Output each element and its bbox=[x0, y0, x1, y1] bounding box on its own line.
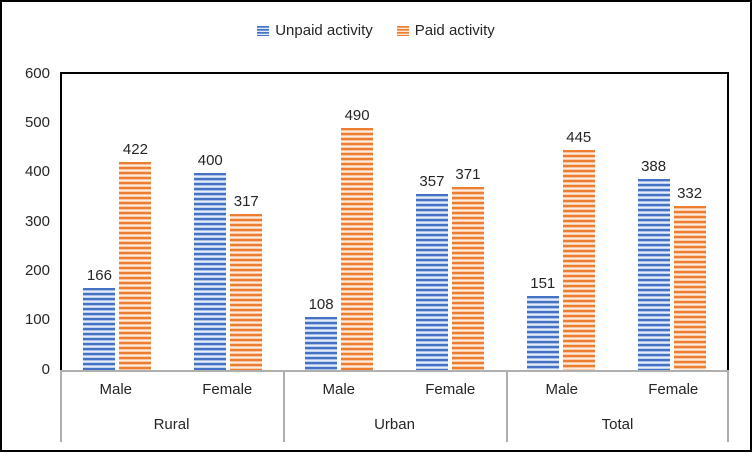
category-axis-table: Male Female Male Female Male Female Rural Urba… bbox=[60, 370, 729, 442]
plot-area: 166 422 400 317 108 490 357 371 151 445 388 332 bbox=[60, 72, 729, 370]
category-label-1: Female bbox=[202, 381, 253, 398]
y-axis-labels: 0 100 200 300 400 500 600 bbox=[2, 2, 50, 450]
y-tick-label-400: 400 bbox=[24, 163, 50, 181]
bar-unpaid-activity-urban-female bbox=[415, 193, 448, 370]
data-label-paid-activity-total-female: 332 bbox=[677, 185, 703, 203]
legend-label-unpaid: Unpaid activity bbox=[275, 22, 373, 39]
group-label-urban: Urban bbox=[374, 416, 415, 433]
bar-unpaid-activity-urban-male bbox=[305, 316, 338, 370]
data-label-paid-activity-rural-male: 422 bbox=[122, 140, 148, 158]
bar-paid-activity-total-female bbox=[673, 206, 706, 370]
data-label-unpaid-activity-total-male: 151 bbox=[530, 274, 556, 292]
category-label-0: Male bbox=[99, 381, 132, 398]
legend-item-paid-activity: Paid activity bbox=[396, 22, 495, 40]
group-label-rural: Rural bbox=[153, 416, 190, 433]
category-label-3: Female bbox=[425, 381, 476, 398]
legend-label-paid: Paid activity bbox=[414, 22, 495, 39]
y-tick-label-300: 300 bbox=[24, 212, 50, 230]
bar-paid-activity-total-male bbox=[562, 150, 595, 370]
data-label-unpaid-activity-rural-male: 166 bbox=[86, 267, 112, 285]
y-tick-label-100: 100 bbox=[24, 311, 50, 329]
category-table-separator-3 bbox=[727, 372, 729, 442]
bar-unpaid-activity-total-male bbox=[526, 295, 559, 370]
bar-paid-activity-urban-female bbox=[451, 186, 484, 370]
data-label-unpaid-activity-rural-female: 400 bbox=[197, 151, 223, 169]
category-table-separator-0 bbox=[60, 372, 62, 442]
legend-swatch-paid-icon bbox=[396, 26, 409, 36]
data-label-unpaid-activity-urban-female: 357 bbox=[419, 172, 445, 190]
data-label-paid-activity-total-male: 445 bbox=[566, 129, 592, 147]
bar-unpaid-activity-total-female bbox=[637, 178, 670, 370]
group-row: Rural Urban Total bbox=[60, 407, 729, 442]
y-tick-label-500: 500 bbox=[24, 113, 50, 131]
data-label-unpaid-activity-total-female: 388 bbox=[641, 157, 667, 175]
data-label-unpaid-activity-urban-male: 108 bbox=[308, 295, 334, 313]
y-tick-label-600: 600 bbox=[24, 64, 50, 82]
group-label-total: Total bbox=[601, 416, 634, 433]
category-table-separator-2 bbox=[506, 372, 508, 442]
category-label-2: Male bbox=[322, 381, 355, 398]
data-label-paid-activity-urban-male: 490 bbox=[344, 107, 370, 125]
category-row: Male Female Male Female Male Female bbox=[60, 372, 729, 407]
category-label-5: Female bbox=[648, 381, 699, 398]
legend-swatch-unpaid-icon bbox=[257, 26, 270, 36]
data-label-paid-activity-urban-female: 371 bbox=[455, 165, 481, 183]
legend: Unpaid activity Paid activity bbox=[2, 21, 750, 41]
bar-paid-activity-rural-male bbox=[119, 161, 152, 370]
bar-unpaid-activity-rural-female bbox=[194, 172, 227, 370]
bar-unpaid-activity-rural-male bbox=[83, 288, 116, 370]
bar-paid-activity-urban-male bbox=[341, 128, 374, 370]
y-tick-label-200: 200 bbox=[24, 261, 50, 279]
legend-item-unpaid-activity: Unpaid activity bbox=[257, 22, 373, 40]
data-label-paid-activity-rural-female: 317 bbox=[233, 192, 259, 210]
category-label-4: Male bbox=[545, 381, 578, 398]
bar-paid-activity-rural-female bbox=[230, 213, 263, 370]
category-table-separator-1 bbox=[283, 372, 285, 442]
y-tick-label-0: 0 bbox=[41, 360, 50, 378]
